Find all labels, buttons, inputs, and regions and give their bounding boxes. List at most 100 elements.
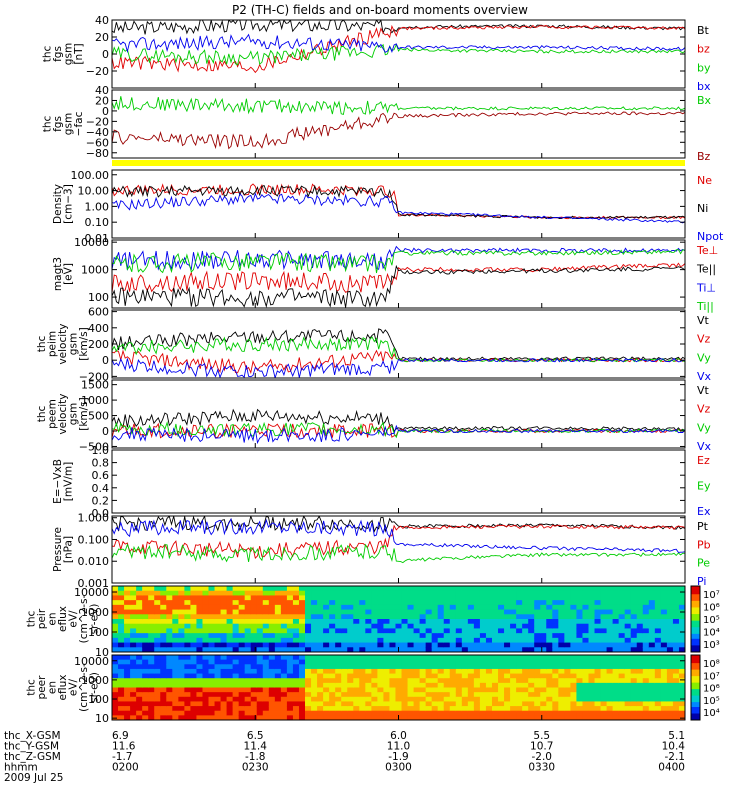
- spectro-cell: [570, 668, 578, 675]
- spectro-cell: [455, 637, 463, 644]
- spectro-cell: [196, 604, 204, 611]
- spectro-cell: [600, 633, 608, 639]
- spectro-cell: [552, 600, 559, 606]
- spectro-cell: [437, 696, 445, 703]
- spectro-cell: [473, 647, 481, 652]
- spectro-cell: [280, 609, 288, 615]
- spectro-cell: [491, 692, 499, 698]
- spectro-cell: [648, 600, 656, 606]
- spectro-cell: [317, 696, 324, 703]
- spectro-cell: [654, 586, 662, 592]
- spectro-cell: [136, 678, 143, 684]
- spectro-cell: [172, 637, 179, 644]
- spectro-cell: [395, 600, 403, 606]
- spectro-cell: [202, 637, 210, 644]
- legend-label: by: [697, 61, 711, 74]
- spectro-cell: [184, 678, 192, 684]
- spectro-cell: [624, 692, 632, 698]
- spectro-cell: [256, 701, 264, 707]
- spectro-cell: [208, 668, 216, 675]
- spectro-cell: [286, 642, 294, 648]
- spectro-cell: [648, 678, 656, 684]
- spectro-cell: [606, 604, 614, 611]
- y-label-line: Pressure: [52, 527, 64, 572]
- spectro-cell: [642, 647, 650, 652]
- spectro-cell: [600, 604, 608, 611]
- y-label-line: [cm−3]: [62, 184, 74, 224]
- spectro-cell: [636, 715, 644, 720]
- spectro-cell: [437, 687, 445, 693]
- y-label-line: eflux: [57, 606, 69, 632]
- spectro-cell: [455, 619, 463, 625]
- spectro-cell: [546, 604, 553, 611]
- spectro-cell: [618, 655, 626, 661]
- y-tick-label: 1.0: [92, 444, 110, 457]
- spectro-cell: [624, 710, 632, 716]
- spectro-cell: [564, 604, 571, 611]
- colorbar-step: [691, 599, 700, 602]
- spectro-cell: [341, 682, 348, 689]
- spectro-cell: [672, 678, 680, 684]
- spectro-cell: [443, 595, 451, 601]
- spectro-cell: [118, 595, 125, 601]
- legend-label: Ni: [697, 202, 708, 215]
- panel-9: 10⁷10⁶10⁵10⁴10³10000100010010thcpeirenef…: [26, 585, 720, 659]
- spectro-cell: [311, 701, 318, 707]
- spectro-cell: [305, 673, 312, 679]
- spectro-cell: [136, 647, 143, 652]
- spectro-cell: [329, 637, 336, 644]
- colorbar-tick-label: 10⁵: [703, 615, 720, 626]
- spectro-cell: [305, 647, 312, 652]
- spectro-cell: [184, 655, 192, 661]
- y-tick-label: 1500: [81, 379, 109, 392]
- spectro-cell: [546, 715, 553, 720]
- spectro-cell: [130, 619, 137, 625]
- spectro-cell: [172, 682, 179, 689]
- spectro-cell: [678, 595, 685, 601]
- spectro-cell: [347, 590, 354, 597]
- spectro-cell: [413, 633, 421, 639]
- spectro-cell: [305, 623, 312, 630]
- spectro-cell: [389, 604, 397, 611]
- spectro-cell: [654, 628, 662, 634]
- spectro-cell: [528, 701, 535, 707]
- spectro-cell: [184, 609, 192, 615]
- spectro-cell: [154, 595, 161, 601]
- spectro-cell: [552, 659, 559, 665]
- spectro-cell: [552, 710, 559, 716]
- spectro-cell: [594, 692, 602, 698]
- spectro-cell: [298, 604, 306, 611]
- spectro-cell: [660, 623, 668, 630]
- spectro-cell: [389, 647, 397, 652]
- spectro-cell: [498, 664, 505, 670]
- spectro-cell: [612, 595, 620, 601]
- spectro-cell: [250, 668, 258, 675]
- spectro-cell: [389, 600, 397, 606]
- spectro-cell: [437, 586, 445, 592]
- spectro-cell: [130, 642, 137, 648]
- spectro-cell: [594, 614, 602, 620]
- spectro-cell: [479, 692, 487, 698]
- spectro-cell: [594, 590, 602, 597]
- spectro-cell: [491, 604, 499, 611]
- spectro-cell: [498, 600, 505, 606]
- spectro-cell: [250, 710, 258, 716]
- spectro-cell: [130, 715, 137, 720]
- colorbar-step: [691, 695, 700, 698]
- spectro-cell: [413, 682, 421, 689]
- spectro-cell: [636, 668, 644, 675]
- spectro-cell: [660, 628, 668, 634]
- y-tick-label: 1.00: [85, 200, 110, 213]
- spectro-cell: [196, 590, 204, 597]
- spectro-cell: [576, 628, 584, 634]
- spectro-cell: [262, 664, 270, 670]
- spectro-cell: [298, 623, 306, 630]
- spectro-cell: [274, 647, 282, 652]
- spectro-cell: [166, 637, 173, 644]
- spectro-cell: [172, 655, 179, 661]
- spectro-cell: [504, 664, 511, 670]
- spectro-cell: [130, 633, 137, 639]
- spectro-cell: [558, 696, 565, 703]
- spectro-cell: [136, 659, 143, 665]
